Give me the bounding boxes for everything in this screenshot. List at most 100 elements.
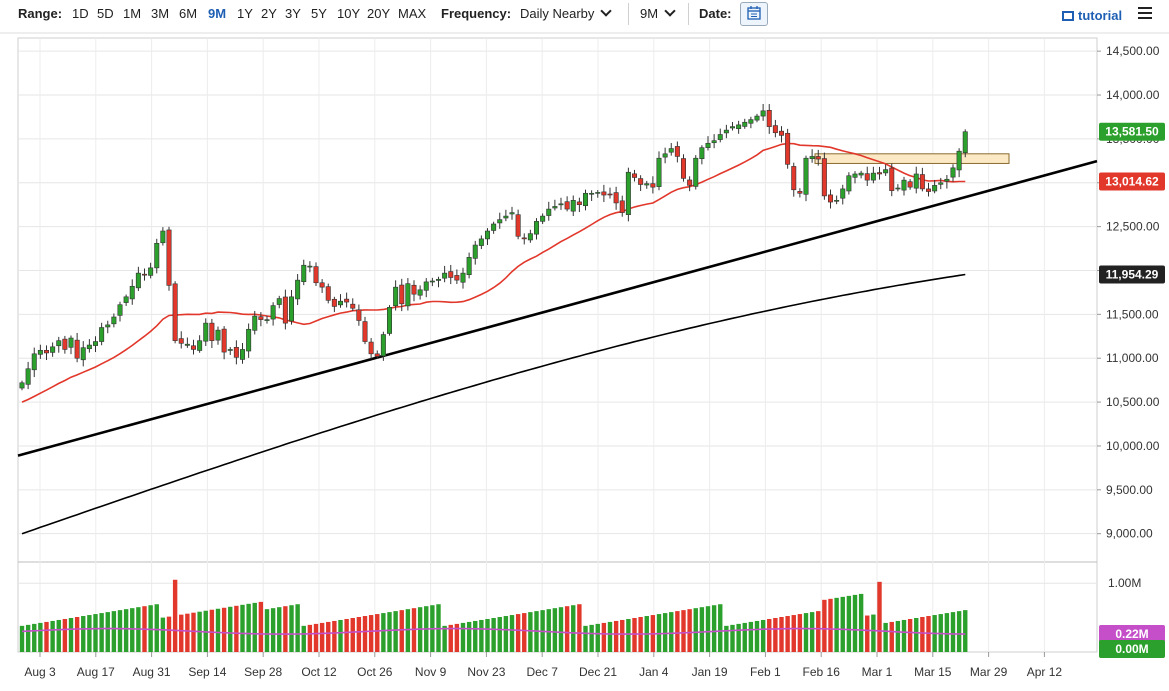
candle-body (454, 275, 460, 281)
candle-body (564, 201, 570, 210)
range-button-5d[interactable]: 5D (97, 6, 114, 21)
volume-bar (503, 616, 509, 652)
volume-bar (160, 617, 166, 652)
volume-bar (332, 620, 337, 652)
candle-body (258, 316, 264, 320)
candle-body (607, 193, 613, 196)
volume-bar (283, 606, 288, 652)
range-button-5y[interactable]: 5Y (311, 6, 327, 21)
candle-body (197, 340, 203, 351)
candle-body (582, 192, 588, 207)
candle-body (576, 201, 582, 205)
last-price-tag-box (1099, 122, 1165, 141)
volume-bar (865, 615, 870, 652)
candle-body (295, 279, 301, 300)
volume-bar (356, 617, 362, 652)
candle-body (595, 192, 601, 194)
tutorial-label: tutorial (1078, 8, 1123, 23)
candle-body (876, 172, 882, 175)
date-tick-label: Aug 31 (133, 665, 171, 679)
period-select[interactable]: 9M (640, 5, 676, 21)
date-tick-label: Feb 16 (803, 665, 841, 679)
candle-body (736, 124, 742, 130)
candle-body (760, 110, 766, 117)
date-tick-label: Oct 12 (301, 665, 337, 679)
volume-bar (38, 622, 43, 652)
candle-body (668, 148, 674, 153)
candle-body (570, 200, 576, 212)
candle-body (344, 298, 350, 303)
candle-body (889, 167, 895, 191)
candle-body (601, 191, 607, 196)
volume-bar (828, 598, 833, 652)
volume-bar (914, 617, 919, 652)
volume-bar (785, 616, 790, 652)
volume-bar (871, 614, 876, 652)
volume-bar (313, 623, 319, 652)
menu-icon[interactable] (1138, 7, 1152, 21)
range-button-max[interactable]: MAX (398, 6, 427, 21)
price-tick-label: 10,500.00 (1106, 395, 1160, 409)
volume-bar (105, 612, 110, 652)
volume-bar (454, 623, 460, 652)
volume-bar (375, 614, 380, 652)
candle-body (944, 178, 950, 182)
volume-bar (338, 619, 343, 652)
toolbar-divider (628, 3, 629, 25)
range-button-1d[interactable]: 1D (72, 6, 89, 21)
calendar-icon (747, 6, 761, 20)
volume-bar (803, 613, 809, 652)
candle-body (533, 221, 539, 235)
candle-body (527, 233, 533, 241)
support-trendline (17, 159, 1098, 457)
candle-body (870, 172, 876, 181)
volume-bar (742, 622, 747, 652)
volume-bar (19, 625, 25, 652)
range-button-3y[interactable]: 3Y (285, 6, 301, 21)
candle-body (319, 282, 325, 288)
volume-bar (473, 620, 478, 652)
volume-bar (344, 618, 349, 652)
volume-series (19, 579, 968, 652)
candle-body (123, 296, 129, 303)
volume-bar (693, 608, 698, 652)
plot-frame (17, 37, 1098, 653)
candle-body (699, 147, 705, 160)
volume-bar (626, 618, 631, 652)
volume-bar (56, 619, 61, 652)
volume-bar (736, 623, 741, 652)
range-button-6m[interactable]: 6M (179, 6, 198, 21)
candle-body (166, 229, 172, 286)
volume-bar (442, 625, 447, 652)
tutorial-link[interactable]: tutorial (1062, 8, 1122, 23)
frequency-select[interactable]: Daily Nearby (520, 5, 613, 21)
range-button-3m[interactable]: 3M (151, 6, 170, 21)
range-button-10y[interactable]: 10Y (337, 6, 361, 21)
candle-body (209, 322, 215, 341)
volume-bar (675, 611, 680, 652)
candle-body (442, 272, 448, 279)
range-button-2y[interactable]: 2Y (261, 6, 277, 21)
candle-body (631, 173, 637, 178)
range-button-20y[interactable]: 20Y (367, 6, 391, 21)
candle-body (478, 238, 484, 246)
volume-bar (950, 612, 956, 652)
candle-body (484, 230, 490, 240)
candle-body (227, 349, 233, 351)
candle-body (827, 194, 833, 203)
chart-grid (0, 32, 1169, 653)
range-button-9m[interactable]: 9M (208, 6, 227, 21)
range-button-1y[interactable]: 1Y (237, 6, 253, 21)
candle-body (307, 265, 313, 268)
calendar-button[interactable] (740, 2, 768, 26)
volume-bar (852, 594, 858, 652)
candle-body (80, 347, 86, 361)
volume-bar (381, 613, 386, 652)
volume-avg-tag-box (1099, 625, 1165, 643)
candle-body (282, 296, 288, 324)
candle-body (797, 191, 803, 194)
volume-bar (571, 605, 576, 652)
volume-bar (215, 608, 221, 652)
range-button-1m[interactable]: 1M (123, 6, 142, 21)
